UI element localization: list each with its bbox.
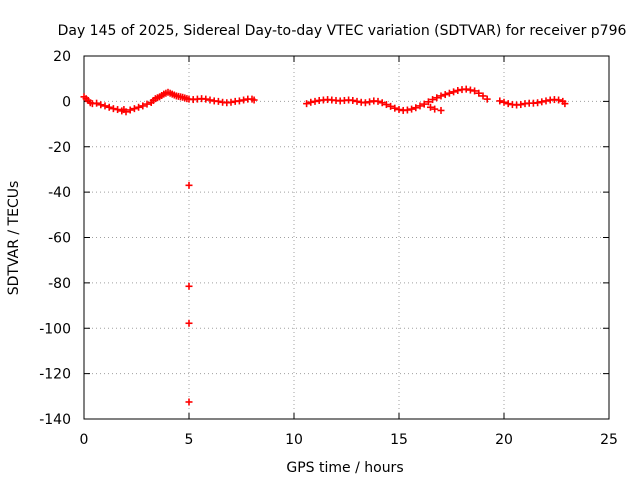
- data-point: [483, 95, 491, 103]
- data-point: [185, 319, 193, 327]
- data-point: [366, 98, 374, 106]
- y-tick-label: -100: [39, 321, 71, 337]
- data-point: [403, 106, 411, 114]
- x-tick-label: 10: [285, 432, 303, 448]
- grid: [84, 56, 609, 419]
- data-point: [235, 97, 243, 105]
- data-point: [97, 101, 105, 109]
- data-point: [378, 99, 386, 107]
- data-point: [227, 98, 235, 106]
- data-point: [429, 96, 437, 104]
- data-point: [542, 97, 550, 105]
- data-point: [311, 97, 319, 105]
- data-point: [374, 97, 382, 105]
- data-point: [437, 106, 445, 114]
- x-tick-label: 15: [390, 432, 408, 448]
- data-point: [437, 92, 445, 100]
- data-point: [462, 85, 470, 93]
- data-point: [427, 103, 434, 111]
- data-point: [126, 106, 134, 114]
- data-point: [185, 181, 193, 189]
- y-tick-label: -40: [48, 185, 71, 201]
- data-point: [382, 101, 390, 109]
- data-point: [307, 98, 315, 106]
- data-point: [441, 91, 449, 99]
- data-point: [408, 105, 416, 113]
- data-point: [139, 102, 147, 110]
- data-point: [416, 102, 424, 110]
- data-point: [475, 89, 483, 97]
- y-tick-label: -140: [39, 412, 71, 428]
- data-point: [250, 96, 258, 104]
- chart-title: Day 145 of 2025, Sidereal Day-to-day VTE…: [58, 23, 627, 39]
- x-tick-label: 0: [80, 432, 89, 448]
- data-point: [420, 100, 428, 108]
- y-tick-label: -60: [48, 231, 71, 247]
- data-point: [349, 96, 357, 104]
- data-point: [561, 100, 569, 108]
- data-point: [424, 98, 432, 106]
- x-axis-label: GPS time / hours: [286, 460, 403, 476]
- data-point: [395, 106, 403, 114]
- data-point: [185, 282, 193, 290]
- data-point: [143, 100, 151, 108]
- data-point: [105, 103, 113, 111]
- x-tick-label: 5: [185, 432, 194, 448]
- data-point: [135, 103, 143, 111]
- data-point: [538, 98, 546, 106]
- data-point: [130, 105, 138, 113]
- y-tick-label: -120: [39, 367, 71, 383]
- data-point: [471, 87, 479, 95]
- data-point: [206, 96, 214, 104]
- data-point: [185, 398, 193, 406]
- data-points: [80, 85, 569, 406]
- y-tick-label: -80: [48, 276, 71, 292]
- data-point: [240, 96, 248, 104]
- data-point: [534, 99, 542, 107]
- data-point: [412, 104, 420, 112]
- data-point: [450, 88, 458, 96]
- x-tick-label: 25: [600, 432, 618, 448]
- data-point: [101, 102, 109, 110]
- data-point: [517, 101, 525, 109]
- data-point: [109, 105, 117, 113]
- data-point: [504, 100, 512, 108]
- data-point: [500, 98, 508, 106]
- data-point: [114, 106, 122, 114]
- data-point: [466, 86, 474, 94]
- y-tick-label: -20: [48, 140, 71, 156]
- data-point: [303, 100, 311, 108]
- data-point: [496, 97, 504, 105]
- x-tick-label: 20: [495, 432, 513, 448]
- data-point: [454, 86, 462, 94]
- data-point: [93, 99, 101, 107]
- y-tick-label: 0: [62, 94, 71, 110]
- y-tick-label: 20: [53, 49, 71, 65]
- data-point: [555, 96, 563, 104]
- data-point: [122, 108, 130, 116]
- data-point: [387, 102, 395, 110]
- data-point: [445, 89, 453, 97]
- y-axis-label: SDTVAR / TECUs: [6, 181, 22, 296]
- data-point: [202, 95, 210, 103]
- data-point: [431, 105, 439, 113]
- data-point: [214, 97, 222, 105]
- data-point: [353, 97, 361, 105]
- data-point: [391, 104, 399, 112]
- data-point: [361, 99, 369, 107]
- data-point: [433, 94, 441, 102]
- data-point: [479, 92, 487, 100]
- axis-ticks: 0 5 10 15 20 25 20 0 -20 -40 -60 -80 -100 -120 -140: [39, 49, 618, 448]
